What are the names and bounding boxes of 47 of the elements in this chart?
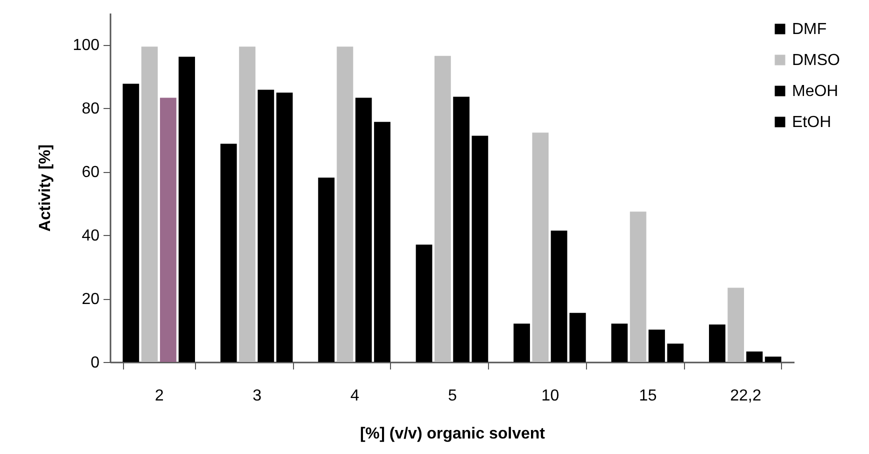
y-axis-title: Activity [%] — [36, 144, 54, 232]
bar — [336, 46, 354, 362]
legend-label: DMF — [792, 21, 827, 38]
bar — [374, 122, 390, 362]
bar — [532, 132, 549, 362]
x-tick-label: 15 — [639, 388, 657, 404]
bar — [178, 56, 196, 362]
bar — [160, 98, 176, 362]
bar — [276, 92, 293, 362]
y-tick-label: 100 — [72, 37, 100, 54]
bar — [708, 324, 726, 362]
y-tick-label: 20 — [82, 291, 100, 308]
bar — [611, 324, 628, 362]
bar — [258, 90, 274, 362]
bar — [220, 144, 237, 362]
bar — [746, 352, 763, 362]
x-axis-title: [%] (v/v) organic solvent — [360, 426, 546, 442]
bar — [667, 344, 684, 362]
bar — [569, 312, 586, 362]
bar — [122, 84, 140, 362]
y-tick-label: 60 — [82, 164, 100, 182]
x-tick-label: 2 — [154, 388, 164, 404]
bar — [550, 230, 568, 362]
bar — [453, 96, 470, 362]
legend-label: EtOH — [792, 114, 832, 131]
bar — [355, 98, 372, 362]
x-tick-label: 22,2 — [730, 388, 762, 404]
bar — [434, 56, 451, 362]
y-tick-label: 80 — [82, 100, 100, 118]
bar — [630, 212, 646, 362]
bar — [648, 330, 665, 362]
y-tick-label: 0 — [90, 354, 100, 372]
bar — [764, 356, 782, 362]
bar — [239, 46, 256, 362]
bar — [728, 288, 744, 362]
legend-label: DMSO — [792, 52, 840, 69]
bar — [514, 324, 530, 362]
bar — [472, 136, 488, 362]
x-tick-label: 4 — [350, 388, 360, 404]
bar — [141, 46, 158, 362]
y-tick-label: 40 — [82, 228, 100, 245]
bar — [318, 178, 335, 362]
x-tick-label: 3 — [252, 388, 262, 404]
bar — [416, 244, 432, 362]
x-tick-label: 5 — [448, 388, 458, 404]
legend-label: MeOH — [792, 83, 838, 100]
x-tick-label: 10 — [541, 388, 560, 404]
